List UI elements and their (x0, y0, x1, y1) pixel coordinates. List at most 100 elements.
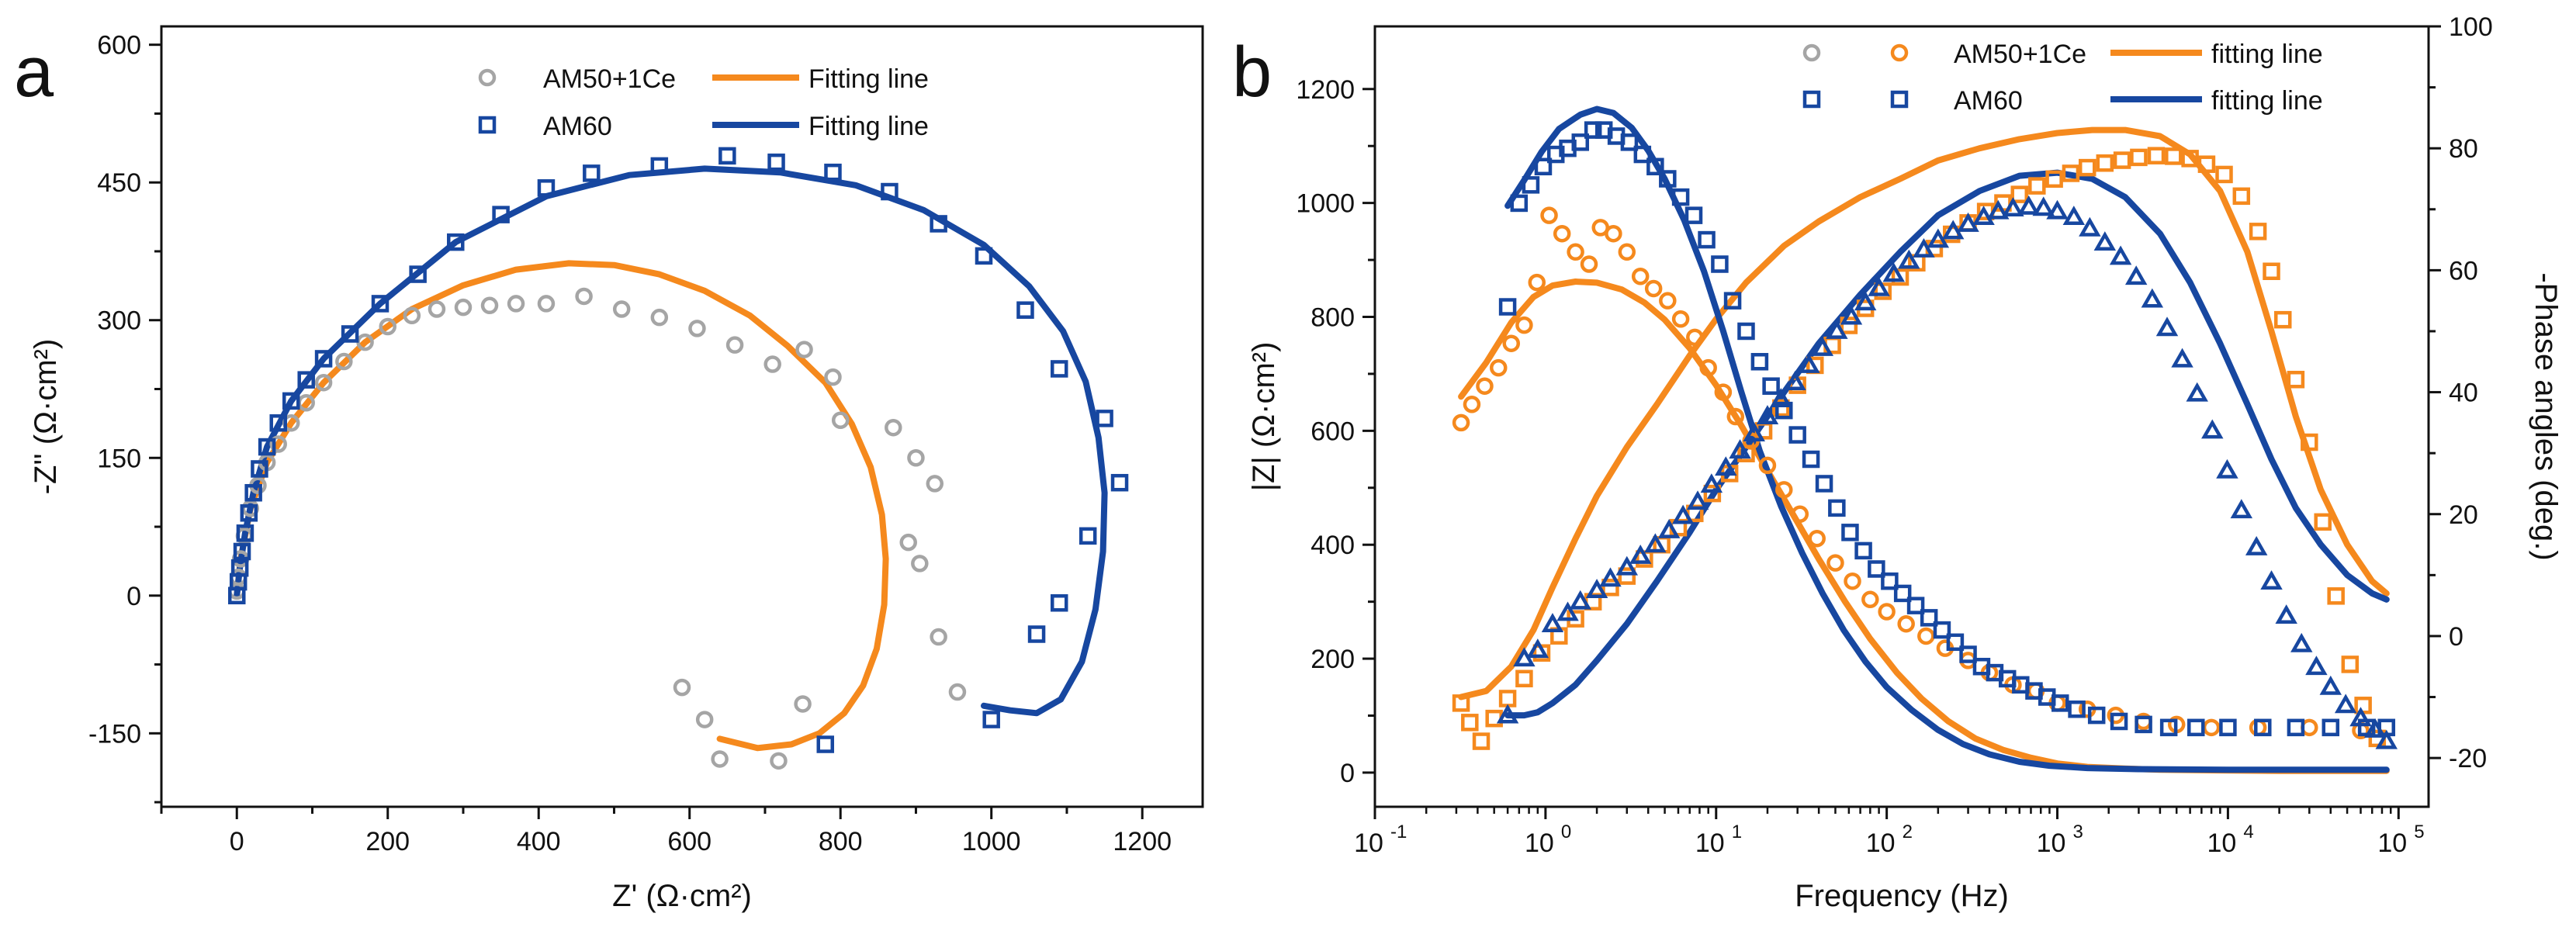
panel-b-am60-phase-point (2051, 694, 2069, 712)
panel-a-am50-1ce-point (507, 295, 525, 313)
panel-a-x-axis-label: Z' (Ω·cm²) (612, 879, 752, 913)
panel-b-am60-phase-point (1762, 377, 1780, 395)
panel-b-am50-1ce-z-point (2028, 177, 2046, 195)
panel-a-am60-point (282, 392, 300, 410)
panel-b-am60-z-point (1826, 319, 1848, 339)
panel-b-am60-z-point (2079, 216, 2101, 237)
panel-a-am60-point (230, 559, 249, 577)
panel-b-am50-1ce-z-point (2010, 185, 2028, 203)
panel-b-am50-1ce-z-point (2045, 170, 2063, 189)
panel-a-am60-point (244, 483, 262, 502)
panel-a-am50-1ce-point (695, 711, 714, 728)
panel-a-am50-1ce-point (831, 411, 850, 429)
panel-b-am50-1ce-z-point (2327, 587, 2345, 605)
panel-b-am60-phase-point (2159, 718, 2178, 737)
panel-a-am50-1ce-point (688, 320, 706, 337)
panel-b-am60-z-point (2002, 197, 2024, 216)
panel-b-am60-z-point (1840, 305, 1863, 325)
panel-b-am60-z-point (2155, 317, 2179, 337)
panel-b-am50-1ce-z-point (2263, 262, 2280, 281)
panel-b-right-y-tick-label: 80 (2449, 134, 2478, 164)
panel-b-x-tick-exponent: -1 (1390, 822, 1407, 842)
panel-b-am50-1ce-phase-point (1515, 316, 1533, 334)
panel-b-am50-1ce-phase-point (1686, 328, 1704, 347)
panel-b-y-axis-label: |Z| (Ω·cm²) (1247, 342, 1281, 492)
panel-b-right-y-tick-label: 0 (2449, 622, 2463, 652)
panel-b-am50-1ce-phase-point (1897, 614, 1915, 633)
panel-b-am60-z-point (2186, 382, 2208, 402)
panel-a-am50-1ce-point (725, 336, 744, 354)
panel-b-am60-phase-point (2135, 715, 2152, 734)
panel-a-am60-point (341, 325, 359, 343)
panel-b-am60-z-point (1599, 567, 1622, 587)
panel-a-am60-point (258, 438, 276, 456)
panel-b-am60-phase-point (1828, 499, 1846, 517)
panel-b-am50-1ce-z-point (1772, 399, 1790, 417)
panel-b-am60-phase-point (1868, 560, 1885, 578)
panel-b-am60-z-point (1770, 388, 1792, 407)
panel-b-x-tick-exponent: 5 (2414, 822, 2424, 842)
panel-b-fitting-line-am60-z (1504, 106, 2390, 773)
panel-b-am60-z-point (1556, 601, 1579, 621)
panel-a-am60-point (240, 504, 258, 522)
panel-b-am60-z-point (1941, 220, 1965, 240)
panel-b-am50-1ce-phase-point (1540, 206, 1558, 224)
panel-b-am60-phase-point (1510, 194, 1529, 213)
panel-b-am50-1ce-z-point (1472, 732, 1491, 750)
panel-b-am60-z-point (1541, 613, 1564, 633)
panel-b-am50-1ce-z-point (1515, 669, 1533, 688)
panel-b-am60-z-point (2260, 570, 2283, 590)
panel-a-am60-point (1079, 527, 1097, 545)
panel-a-y-tick-label: 300 (97, 306, 141, 336)
panel-a-am50-1ce-point (824, 368, 842, 386)
panel-b-am60-phase-point (1723, 292, 1742, 310)
panel-b-am50-1ce-z-point (2096, 154, 2114, 172)
panel-b-am60-z-point (1957, 212, 1979, 232)
panel-a-y-tick-label: 450 (97, 168, 141, 198)
panel-b-x-tick-label: 10 (1354, 828, 1383, 858)
panel-b-am60-phase-point (1788, 426, 1806, 444)
panel-b-am60-phase-point (2068, 700, 2086, 718)
panel-b-am50-1ce-phase-point (1618, 243, 1636, 261)
panel-b-am60-z-point (2201, 419, 2224, 439)
panel-a-fit-line-am50-1ce (234, 260, 889, 752)
panel-b-am50-1ce-z-point (2181, 150, 2199, 168)
panel-b-x-tick-exponent: 4 (2243, 822, 2253, 842)
panel-b-am60-z-point (1868, 276, 1890, 296)
panel-a-am60-point (1110, 473, 1129, 492)
panel-a-am50-1ce-point (335, 352, 353, 371)
panel-a-am50-1ce-point (926, 475, 944, 493)
panel-b-fitting-line-am60-phase (1504, 169, 2390, 719)
panel-b-y-tick-label: 200 (1311, 645, 1355, 674)
panel-b-am60-phase-point (1534, 157, 1553, 176)
panel-b-am60-phase-point (1802, 450, 1820, 469)
panel-b-am60-phase-point (2110, 712, 2128, 731)
panel-b-am50-1ce-phase-point (1580, 255, 1598, 273)
panel-b-am60-z-point (1784, 371, 1806, 390)
panel-a-legend-marker-swatch (478, 116, 497, 134)
panel-a-am50-1ce-point (794, 695, 812, 713)
panel-a-am50-1ce-point (612, 300, 631, 318)
panel-b-am60-z-point (2364, 718, 2387, 738)
panel-a-x-tick-label: 400 (517, 827, 561, 856)
panel-a-am50-1ce-point (763, 355, 781, 373)
panel-a-x-tick-label: 600 (667, 827, 712, 856)
panel-b-am60-phase-point (1584, 121, 1602, 139)
panel-b-legend-marker-swatch (1802, 43, 1821, 62)
panel-a-am60-point (881, 182, 898, 201)
panel-b-am50-1ce-z-point (2232, 187, 2251, 206)
panel-b-am50-1ce-phase-point (1476, 377, 1494, 395)
panel-b-am60-z-point (2349, 707, 2372, 727)
panel-a-am50-1ce-point (795, 341, 813, 358)
panel-b-am60-phase-point (1893, 584, 1912, 603)
panel-a-am50-1ce-point (885, 418, 902, 437)
panel-b-right-y-axis-label: -Phase angles (deg.) (2529, 272, 2563, 560)
panel-b-am60-z-point (2245, 536, 2268, 555)
panel-b-am60-phase-point (1775, 401, 1793, 420)
panel-a-legend-label: AM60 (543, 112, 612, 141)
panel-b-right-y-tick-label: 40 (2449, 379, 2478, 408)
panel-a-am50-1ce-point (269, 435, 287, 453)
panel-b-am60-phase-point (1522, 176, 1540, 194)
panel-b-am60-z-point (1585, 579, 1608, 598)
panel-b-am50-1ce-z-point (2354, 697, 2372, 714)
